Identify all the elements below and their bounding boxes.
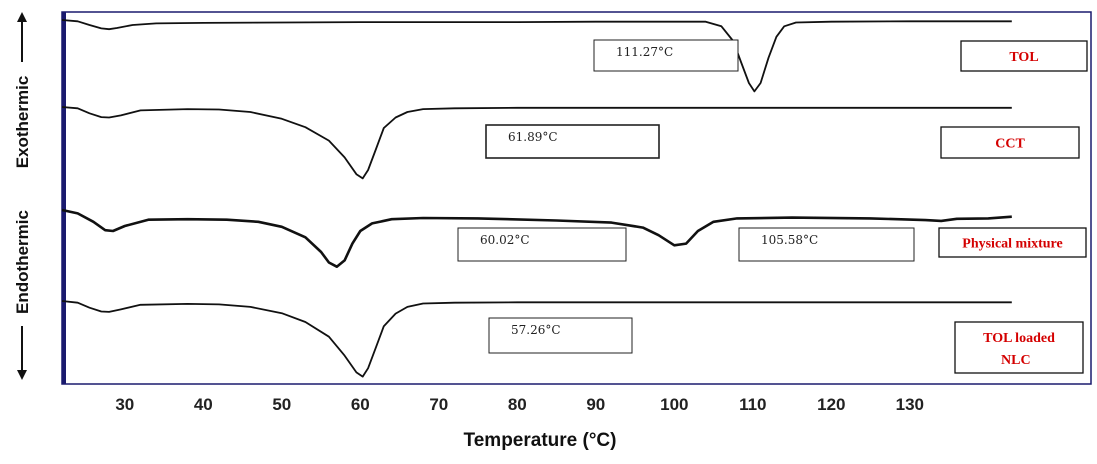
x-tick-label: 110 [739, 395, 766, 414]
peak-label-physical-mixture-1: 60.02°C [480, 233, 530, 247]
peak-labels-group: 111.27°C 61.89°C 60.02°C 105.58°C 57.26°C [457, 39, 915, 354]
curve-tol [61, 19, 1012, 93]
exothermic-arrowhead [17, 12, 27, 22]
peak-label-physical-mixture-2: 105.58°C [761, 233, 818, 247]
legend-label-tol-loaded-nlc-line1: TOL loaded [983, 331, 1055, 346]
peak-box-physical-mixture-1 [457, 227, 627, 262]
legend-label-physical-mixture: Physical mixture [962, 237, 1062, 252]
curve-cct [61, 106, 1012, 180]
x-tick-label: 40 [194, 395, 213, 414]
curves-group [61, 19, 1012, 378]
peak-label-cct-1: 61.89°C [508, 130, 558, 144]
legend-box-cct [940, 126, 1080, 159]
legend-label-tol: TOL [1009, 50, 1038, 65]
x-tick-label: 90 [586, 395, 605, 414]
exothermic-label: Exothermic [13, 76, 32, 169]
endothermic-label: Endothermic [13, 210, 32, 314]
x-tick-label: 130 [896, 395, 924, 414]
peak-label-tol-loaded-nlc-1: 57.26°C [511, 323, 561, 337]
legend-group: TOL CCT Physical mixture TOL loaded NLC [938, 40, 1088, 374]
x-ticks-group: 30 40 50 60 70 80 90 100 110 120 130 [115, 395, 924, 414]
legend-label-cct: CCT [995, 137, 1025, 152]
curve-physical-mixture [61, 208, 1012, 268]
peak-box-tol-1 [593, 39, 739, 72]
peak-box-tol-loaded-nlc-1 [488, 317, 633, 354]
x-tick-label: 60 [351, 395, 370, 414]
endothermic-arrowhead [17, 370, 27, 380]
x-tick-label: 100 [660, 395, 688, 414]
x-tick-label: 120 [817, 395, 845, 414]
x-tick-label: 50 [272, 395, 291, 414]
legend-box-tol-loaded-nlc [954, 321, 1084, 374]
peak-box-cct-1 [485, 124, 660, 159]
legend-box-tol [960, 40, 1088, 72]
x-tick-label: 80 [508, 395, 527, 414]
curve-tol-loaded-nlc [61, 300, 1012, 378]
x-axis-label: Temperature (°C) [464, 430, 617, 451]
legend-label-tol-loaded-nlc-line2: NLC [1001, 353, 1031, 368]
peak-label-tol-1: 111.27°C [616, 45, 673, 59]
peak-box-physical-mixture-2 [738, 227, 915, 262]
x-tick-label: 30 [115, 395, 134, 414]
y-axis-labels: Exothermic Endothermic [13, 12, 32, 380]
legend-box-physical-mixture [938, 227, 1087, 258]
x-tick-label: 70 [429, 395, 448, 414]
